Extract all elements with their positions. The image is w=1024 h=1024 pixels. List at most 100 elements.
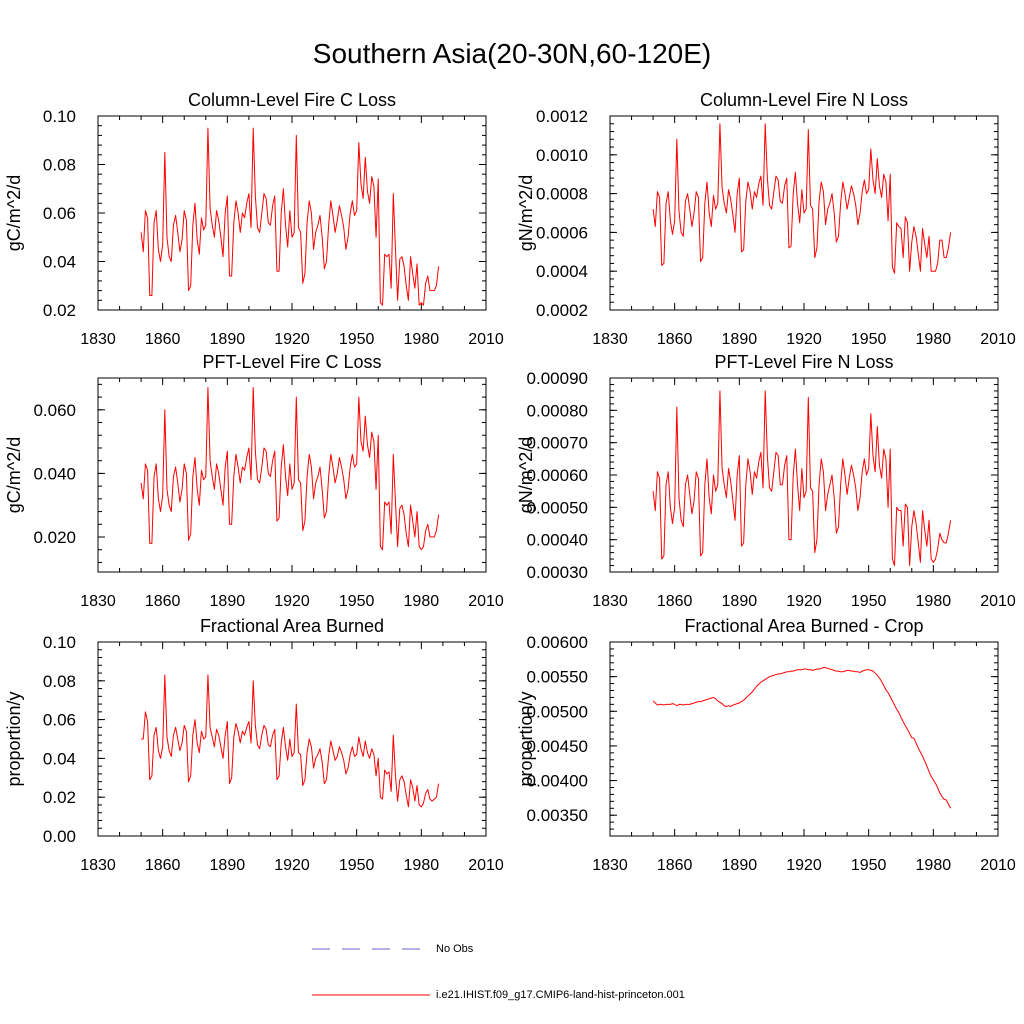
- chart-panel-4: 1830 1860 1890 1920 1950 1980 2010 0.00030 0.000…: [516, 352, 1016, 610]
- y-tick-label: 0.00400: [527, 772, 588, 791]
- chart-panel-1: 1830 1860 1890 1920 1950 1980 2010 0.02 0.04 0.06…: [4, 90, 504, 348]
- x-tick-label: 1920: [786, 857, 822, 874]
- y-tick-label: 0.08: [43, 672, 76, 691]
- series-line: [652, 123, 952, 274]
- y-tick-label: 0.00080: [527, 401, 588, 420]
- series-line: [652, 667, 952, 809]
- y-tick-label: 0.02: [43, 788, 76, 807]
- x-tick-label: 1920: [786, 593, 822, 610]
- x-tick-label: 1920: [274, 857, 310, 874]
- series-line: [141, 674, 440, 808]
- x-tick-label: 2010: [980, 331, 1016, 348]
- x-tick-label: 1980: [404, 593, 440, 610]
- x-tick-label: 1890: [210, 593, 246, 610]
- chart-title: Fractional Area Burned: [200, 616, 384, 636]
- x-tick-label: 1980: [404, 331, 440, 348]
- y-axis-label: proportion/y: [4, 691, 24, 786]
- x-tick-label: 1860: [657, 331, 693, 348]
- x-tick-label: 2010: [468, 857, 504, 874]
- y-tick-label: 0.0012: [536, 107, 588, 126]
- y-tick-label: 0.00090: [527, 369, 588, 388]
- y-axis-label: gC/m^2/d: [4, 175, 24, 251]
- y-tick-label: 0.00040: [527, 531, 588, 550]
- x-tick-label: 1830: [592, 857, 628, 874]
- x-tick-label: 1980: [916, 331, 952, 348]
- y-tick-label: 0.00060: [527, 466, 588, 485]
- x-tick-label: 2010: [468, 593, 504, 610]
- y-tick-label: 0.02: [43, 301, 76, 320]
- chart-panel-2: 1830 1860 1890 1920 1950 1980 2010 0.0002 0.0004…: [516, 90, 1016, 348]
- x-tick-label: 1830: [592, 593, 628, 610]
- x-tick-label: 1860: [145, 331, 181, 348]
- y-tick-label: 0.00350: [527, 806, 588, 825]
- y-tick-label: 0.0002: [536, 301, 588, 320]
- chart-panel-3: 1830 1860 1890 1920 1950 1980 2010 0.020 0.040 0.…: [4, 352, 504, 610]
- y-tick-label: 0.020: [33, 528, 76, 547]
- y-tick-label: 0.06: [43, 711, 76, 730]
- plot-frame: [97, 641, 487, 837]
- x-tick-label: 1980: [404, 857, 440, 874]
- x-tick-label: 1890: [210, 857, 246, 874]
- y-axis-label: gN/m^2/d: [516, 175, 536, 251]
- x-tick-label: 2010: [468, 331, 504, 348]
- x-tick-label: 1980: [916, 593, 952, 610]
- x-tick-label: 1860: [657, 593, 693, 610]
- x-tick-label: 1890: [722, 857, 758, 874]
- x-tick-label: 1950: [339, 331, 375, 348]
- x-tick-label: 1980: [916, 857, 952, 874]
- x-tick-label: 2010: [980, 593, 1016, 610]
- y-tick-label: 0.00050: [527, 498, 588, 517]
- x-tick-label: 1860: [145, 593, 181, 610]
- page-title: Southern Asia(20-30N,60-120E): [312, 38, 712, 69]
- y-axis-label: proportion/y: [516, 691, 536, 786]
- y-tick-label: 0.00: [43, 827, 76, 846]
- x-tick-label: 1830: [592, 331, 628, 348]
- y-tick-label: 0.10: [43, 633, 76, 652]
- x-tick-label: 1890: [722, 593, 758, 610]
- chart-panel-5: 1830 1860 1890 1920 1950 1980 2010 0.00 0.02 0.04…: [4, 616, 504, 874]
- y-tick-label: 0.06: [43, 204, 76, 223]
- y-tick-label: 0.08: [43, 156, 76, 175]
- y-tick-label: 0.04: [43, 253, 76, 272]
- y-tick-label: 0.00500: [527, 702, 588, 721]
- x-tick-label: 1920: [274, 331, 310, 348]
- x-tick-label: 1890: [210, 331, 246, 348]
- y-tick-label: 0.00070: [527, 434, 588, 453]
- x-tick-label: 1950: [339, 857, 375, 874]
- chart-panel-6: 1830 1860 1890 1920 1950 1980 2010 0.00350 0.004…: [516, 616, 1016, 874]
- chart-title: PFT-Level Fire N Loss: [714, 352, 893, 372]
- y-tick-label: 0.0006: [536, 223, 588, 242]
- chart-title: Fractional Area Burned - Crop: [684, 616, 923, 636]
- y-tick-label: 0.04: [43, 749, 76, 768]
- y-axis-label: gN/m^2/d: [516, 437, 536, 513]
- y-tick-label: 0.00450: [527, 737, 588, 756]
- x-tick-label: 1860: [145, 857, 181, 874]
- y-tick-label: 0.040: [33, 464, 76, 483]
- chart-title: Column-Level Fire N Loss: [700, 90, 908, 110]
- x-tick-label: 1920: [274, 593, 310, 610]
- series-line: [652, 390, 952, 567]
- y-tick-label: 0.0010: [536, 146, 588, 165]
- y-tick-label: 0.10: [43, 107, 76, 126]
- y-tick-label: 0.0008: [536, 185, 588, 204]
- x-tick-label: 1950: [851, 593, 887, 610]
- plot-frame: [609, 641, 999, 837]
- x-tick-label: 1920: [786, 331, 822, 348]
- series-line: [140, 387, 440, 551]
- chart-title: PFT-Level Fire C Loss: [202, 352, 381, 372]
- x-tick-label: 1950: [851, 857, 887, 874]
- x-tick-label: 1830: [80, 593, 116, 610]
- x-tick-label: 1830: [80, 857, 116, 874]
- x-tick-label: 1860: [657, 857, 693, 874]
- x-tick-label: 1830: [80, 331, 116, 348]
- x-tick-label: 1950: [339, 593, 375, 610]
- series-line: [140, 127, 440, 306]
- y-tick-label: 0.00030: [527, 563, 588, 582]
- plot-frame: [97, 377, 487, 573]
- y-tick-label: 0.0004: [536, 262, 588, 281]
- chart-title: Column-Level Fire C Loss: [188, 90, 396, 110]
- y-axis-label: gC/m^2/d: [4, 437, 24, 513]
- x-tick-label: 1890: [722, 331, 758, 348]
- y-tick-label: 0.060: [33, 401, 76, 420]
